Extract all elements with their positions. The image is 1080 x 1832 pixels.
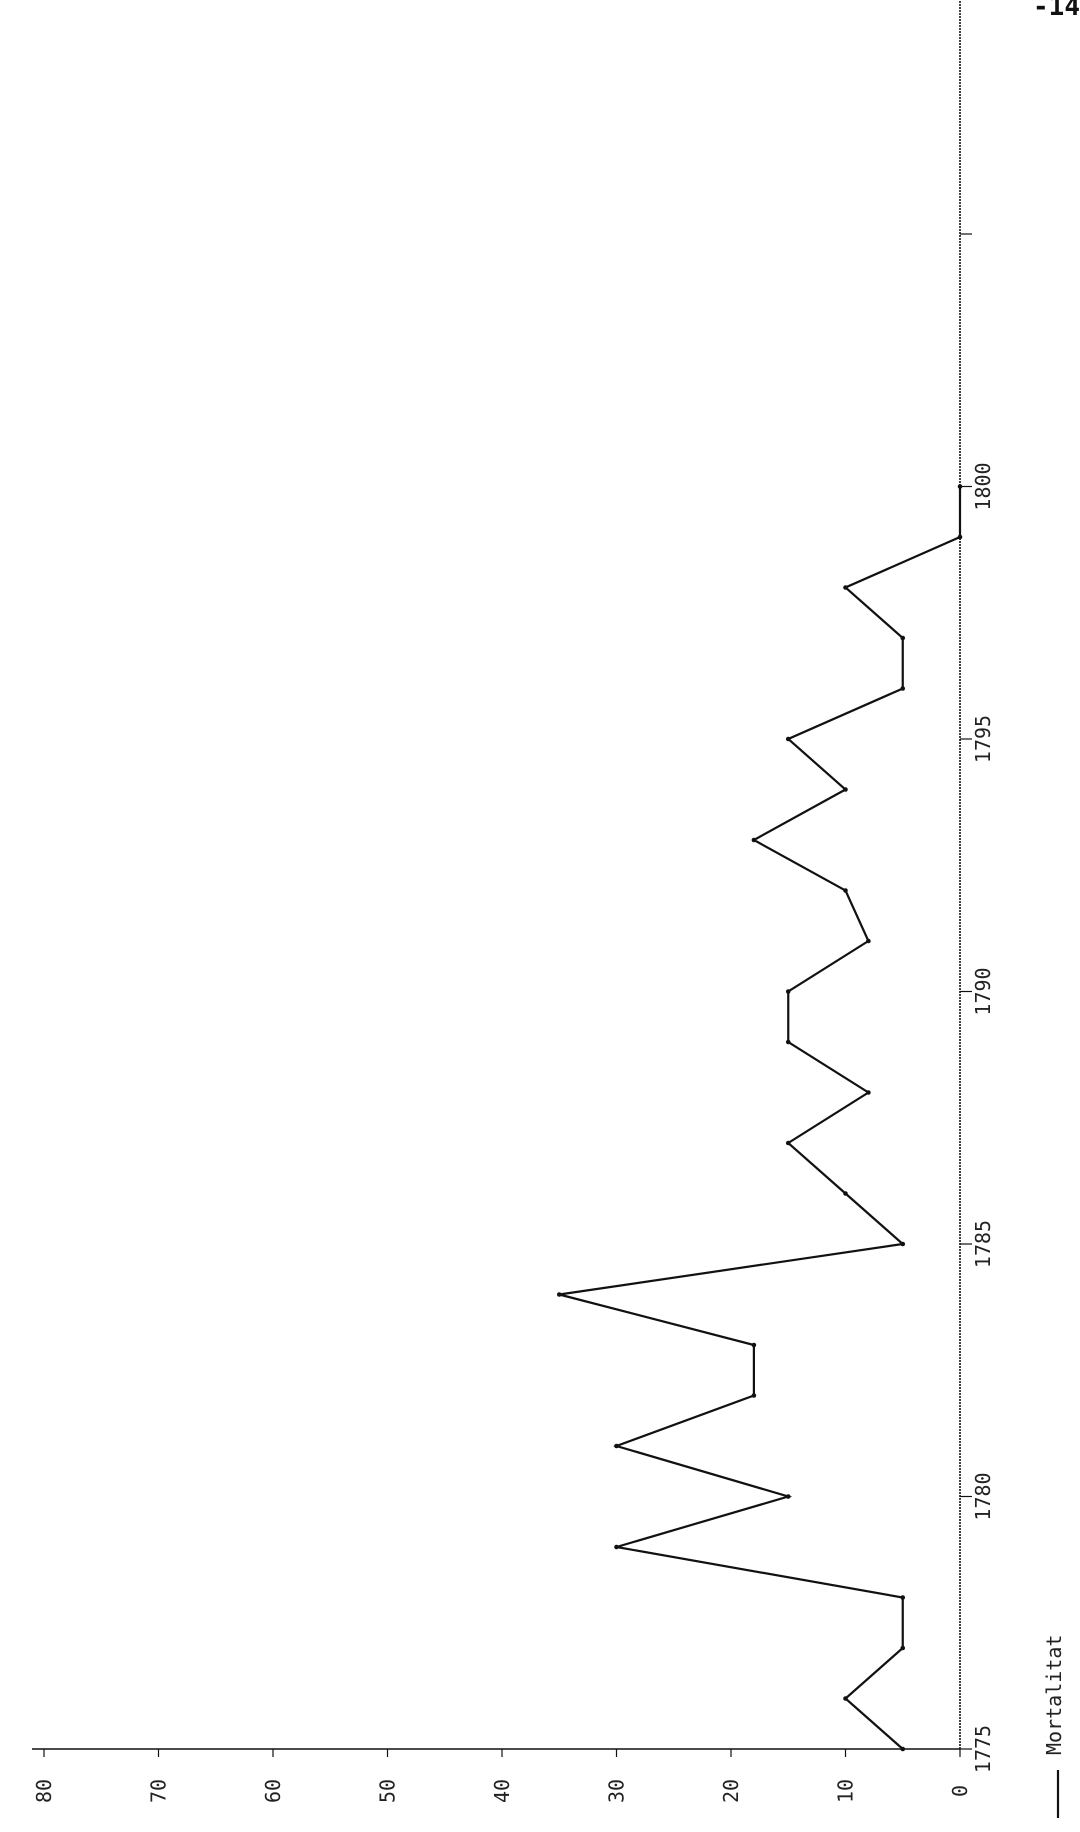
value-tick-label: 60 (261, 1779, 285, 1803)
legend-label: Mortalitat (1042, 1635, 1066, 1755)
time-tick-label: 1775 (971, 1725, 995, 1773)
time-tick-label: 1800 (971, 462, 995, 510)
data-point (614, 1443, 619, 1449)
tick-labels: 0 10 20 30 40 50 60 70 80 1775 1780 1785 1790 1795 180… (32, 462, 995, 1803)
time-tick-label: 1795 (971, 715, 995, 763)
data-point (900, 1241, 906, 1247)
legend: Mortalitat (1042, 1635, 1066, 1818)
series (556, 484, 963, 1752)
axes (32, 0, 961, 1750)
data-point (785, 989, 791, 994)
data-point (900, 1746, 906, 1752)
data-point (866, 1090, 871, 1095)
data-point (614, 1544, 619, 1550)
data-point (843, 888, 848, 893)
data-point (957, 484, 963, 489)
data-point (900, 1645, 906, 1651)
data-point (751, 1342, 757, 1348)
data-point (957, 534, 963, 540)
data-point (556, 1292, 562, 1297)
data-point (900, 1595, 906, 1600)
series-line-mortalitat (558, 486, 962, 1750)
data-point (900, 635, 906, 641)
data-point (843, 1696, 848, 1701)
data-point (900, 686, 906, 691)
value-tick-label: 0 (948, 1785, 972, 1797)
page-number-mark: -14 (1033, 0, 1080, 22)
value-tick-label: 50 (376, 1779, 400, 1803)
value-tick-label: 20 (719, 1779, 743, 1803)
value-tick-label: 30 (605, 1779, 629, 1803)
data-point (843, 1191, 848, 1196)
time-tick-label: 1780 (971, 1472, 995, 1520)
data-point (843, 585, 848, 590)
value-tick-label: 80 (32, 1779, 56, 1803)
value-tick-label: 70 (147, 1779, 171, 1803)
value-tick-label: 40 (490, 1779, 514, 1803)
time-tick-label: 1785 (971, 1220, 995, 1268)
data-point (785, 1140, 791, 1146)
ticks (43, 233, 972, 1757)
data-point (751, 837, 757, 843)
value-tick-label: 10 (834, 1779, 858, 1803)
data-point (751, 1393, 757, 1398)
data-point (866, 938, 871, 944)
data-point (785, 736, 791, 742)
data-point (843, 787, 848, 792)
time-tick-label: 1790 (971, 967, 995, 1015)
data-point (785, 1494, 791, 1499)
data-point (785, 1039, 791, 1045)
